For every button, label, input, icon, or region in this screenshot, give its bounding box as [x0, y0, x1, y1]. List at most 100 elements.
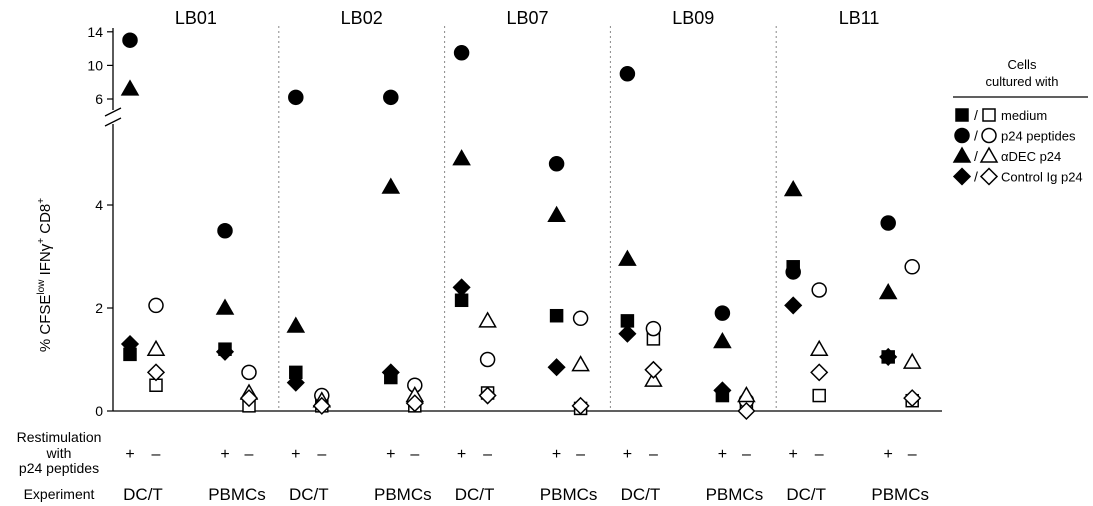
data-point-triangle-open [644, 370, 663, 387]
restim-sign: + [552, 446, 561, 463]
experiment-type: DC/T [289, 485, 329, 504]
legend-label: medium [1001, 108, 1047, 123]
donor-title: LB11 [839, 8, 880, 28]
restim-sign: – [483, 446, 492, 463]
data-points [120, 32, 922, 421]
legend-marker-diamond-open [979, 167, 999, 186]
data-point-square-open [812, 388, 826, 403]
experiment-type: DC/T [455, 485, 495, 504]
condition-labels: + – + –DC/T PBMCs+ – + –DC/T PBMCs+ – + –DC/T PBMCs+… [123, 446, 929, 504]
data-point-triangle-open [737, 386, 756, 403]
data-point-triangle-open [571, 355, 590, 372]
ylabel-part-2: IFNγ [37, 243, 54, 279]
data-point-diamond-open [644, 360, 663, 379]
restim-sign: – [815, 446, 824, 463]
y-tick-label: 10 [87, 57, 103, 73]
legend-marker-triangle-open [979, 146, 999, 163]
data-point-diamond-filled [784, 296, 803, 315]
data-point-circle-filled [548, 156, 565, 172]
donor-dividers [278, 26, 777, 411]
legend-marker-diamond-filled [952, 167, 972, 186]
experiment-type: DC/T [123, 485, 163, 504]
experiment-type: PBMCs [374, 485, 432, 504]
data-point-diamond-filled [381, 363, 400, 382]
y-ticks: 0 2 4 6 10 14 [87, 24, 113, 419]
experiment-type: DC/T [621, 485, 661, 504]
ylabel-sup-plus-1: + [36, 238, 47, 244]
donor-title: LB07 [506, 8, 548, 28]
row-labels: Restimulation with p24 peptides Experime… [17, 429, 102, 502]
restim-label-line3: p24 peptides [19, 460, 99, 476]
data-point-diamond-filled [452, 278, 471, 297]
restim-sign: + [718, 446, 727, 463]
restim-label-line2: with [46, 445, 72, 461]
restim-sign: + [789, 446, 798, 463]
data-point-triangle-filled [547, 205, 566, 223]
data-point-circle-filled [383, 89, 399, 106]
axis-break-mark-1 [104, 107, 122, 117]
data-point-circle-open [572, 310, 589, 327]
legend-label: αDEC p24 [1001, 149, 1061, 164]
data-point-triangle-open [809, 339, 829, 356]
donor-title: LB01 [175, 8, 217, 28]
data-point-square-filled [549, 308, 564, 323]
data-point-circle-filled [217, 223, 233, 239]
data-point-triangle-open [902, 352, 922, 369]
restim-sign: – [245, 446, 254, 463]
restim-sign: – [152, 446, 161, 463]
data-point-triangle-filled [286, 316, 306, 333]
data-point-diamond-open [571, 396, 590, 415]
experiment-label: Experiment [24, 486, 95, 502]
data-point-circle-filled [288, 89, 304, 106]
data-point-diamond-filled [215, 342, 235, 361]
legend-marker-triangle-filled [952, 146, 972, 163]
data-point-circle-open [241, 364, 257, 381]
y-tick-label: 6 [95, 91, 103, 107]
data-point-triangle-filled [215, 298, 235, 315]
restim-sign: + [884, 446, 893, 463]
data-point-triangle-filled [713, 331, 732, 349]
ylabel-sup-low: low [36, 279, 47, 295]
legend-slash: / [974, 128, 978, 144]
y-tick-label: 4 [95, 197, 103, 213]
legend-slash: / [974, 107, 978, 123]
data-point-diamond-filled [879, 347, 898, 366]
data-point-circle-filled [785, 264, 801, 280]
data-point-diamond-open [146, 363, 166, 382]
data-point-diamond-filled [286, 373, 305, 392]
data-point-triangle-filled [452, 149, 471, 166]
restim-sign: + [220, 446, 229, 463]
restim-sign: – [742, 446, 751, 463]
legend-label: p24 peptides [1001, 129, 1076, 144]
data-point-diamond-filled [713, 381, 732, 400]
data-point-circle-filled [714, 305, 731, 321]
data-point-diamond-open [903, 389, 922, 408]
restim-sign: – [410, 446, 419, 463]
restim-sign: – [576, 446, 585, 463]
data-point-circle-filled [619, 66, 636, 82]
experiment-type: PBMCs [706, 485, 764, 504]
legend-title-line1: Cells [1008, 57, 1037, 72]
y-tick-label: 14 [87, 24, 103, 40]
data-point-circle-open [645, 320, 662, 337]
data-point-triangle-filled [120, 79, 140, 96]
restim-sign: + [623, 446, 632, 463]
restim-sign: – [908, 446, 917, 463]
y-tick-label: 0 [95, 403, 103, 419]
data-point-diamond-open [478, 386, 497, 405]
legend-slash: / [974, 148, 978, 164]
data-point-diamond-open [405, 394, 424, 413]
data-point-circle-filled [880, 215, 896, 231]
restim-label-line1: Restimulation [17, 429, 102, 445]
experiment-type: PBMCs [540, 485, 598, 504]
data-point-diamond-filled [120, 334, 140, 354]
data-point-triangle-filled [618, 249, 637, 266]
restim-sign: + [457, 446, 466, 463]
data-point-triangle-open [478, 311, 497, 328]
legend-title-line2: cultured with [986, 74, 1059, 89]
data-point-triangle-filled [878, 283, 898, 300]
data-point-triangle-filled [783, 180, 803, 197]
ylabel-sup-plus-2: + [36, 198, 47, 204]
restim-sign: + [125, 446, 134, 463]
donor-title: LB02 [341, 8, 383, 28]
